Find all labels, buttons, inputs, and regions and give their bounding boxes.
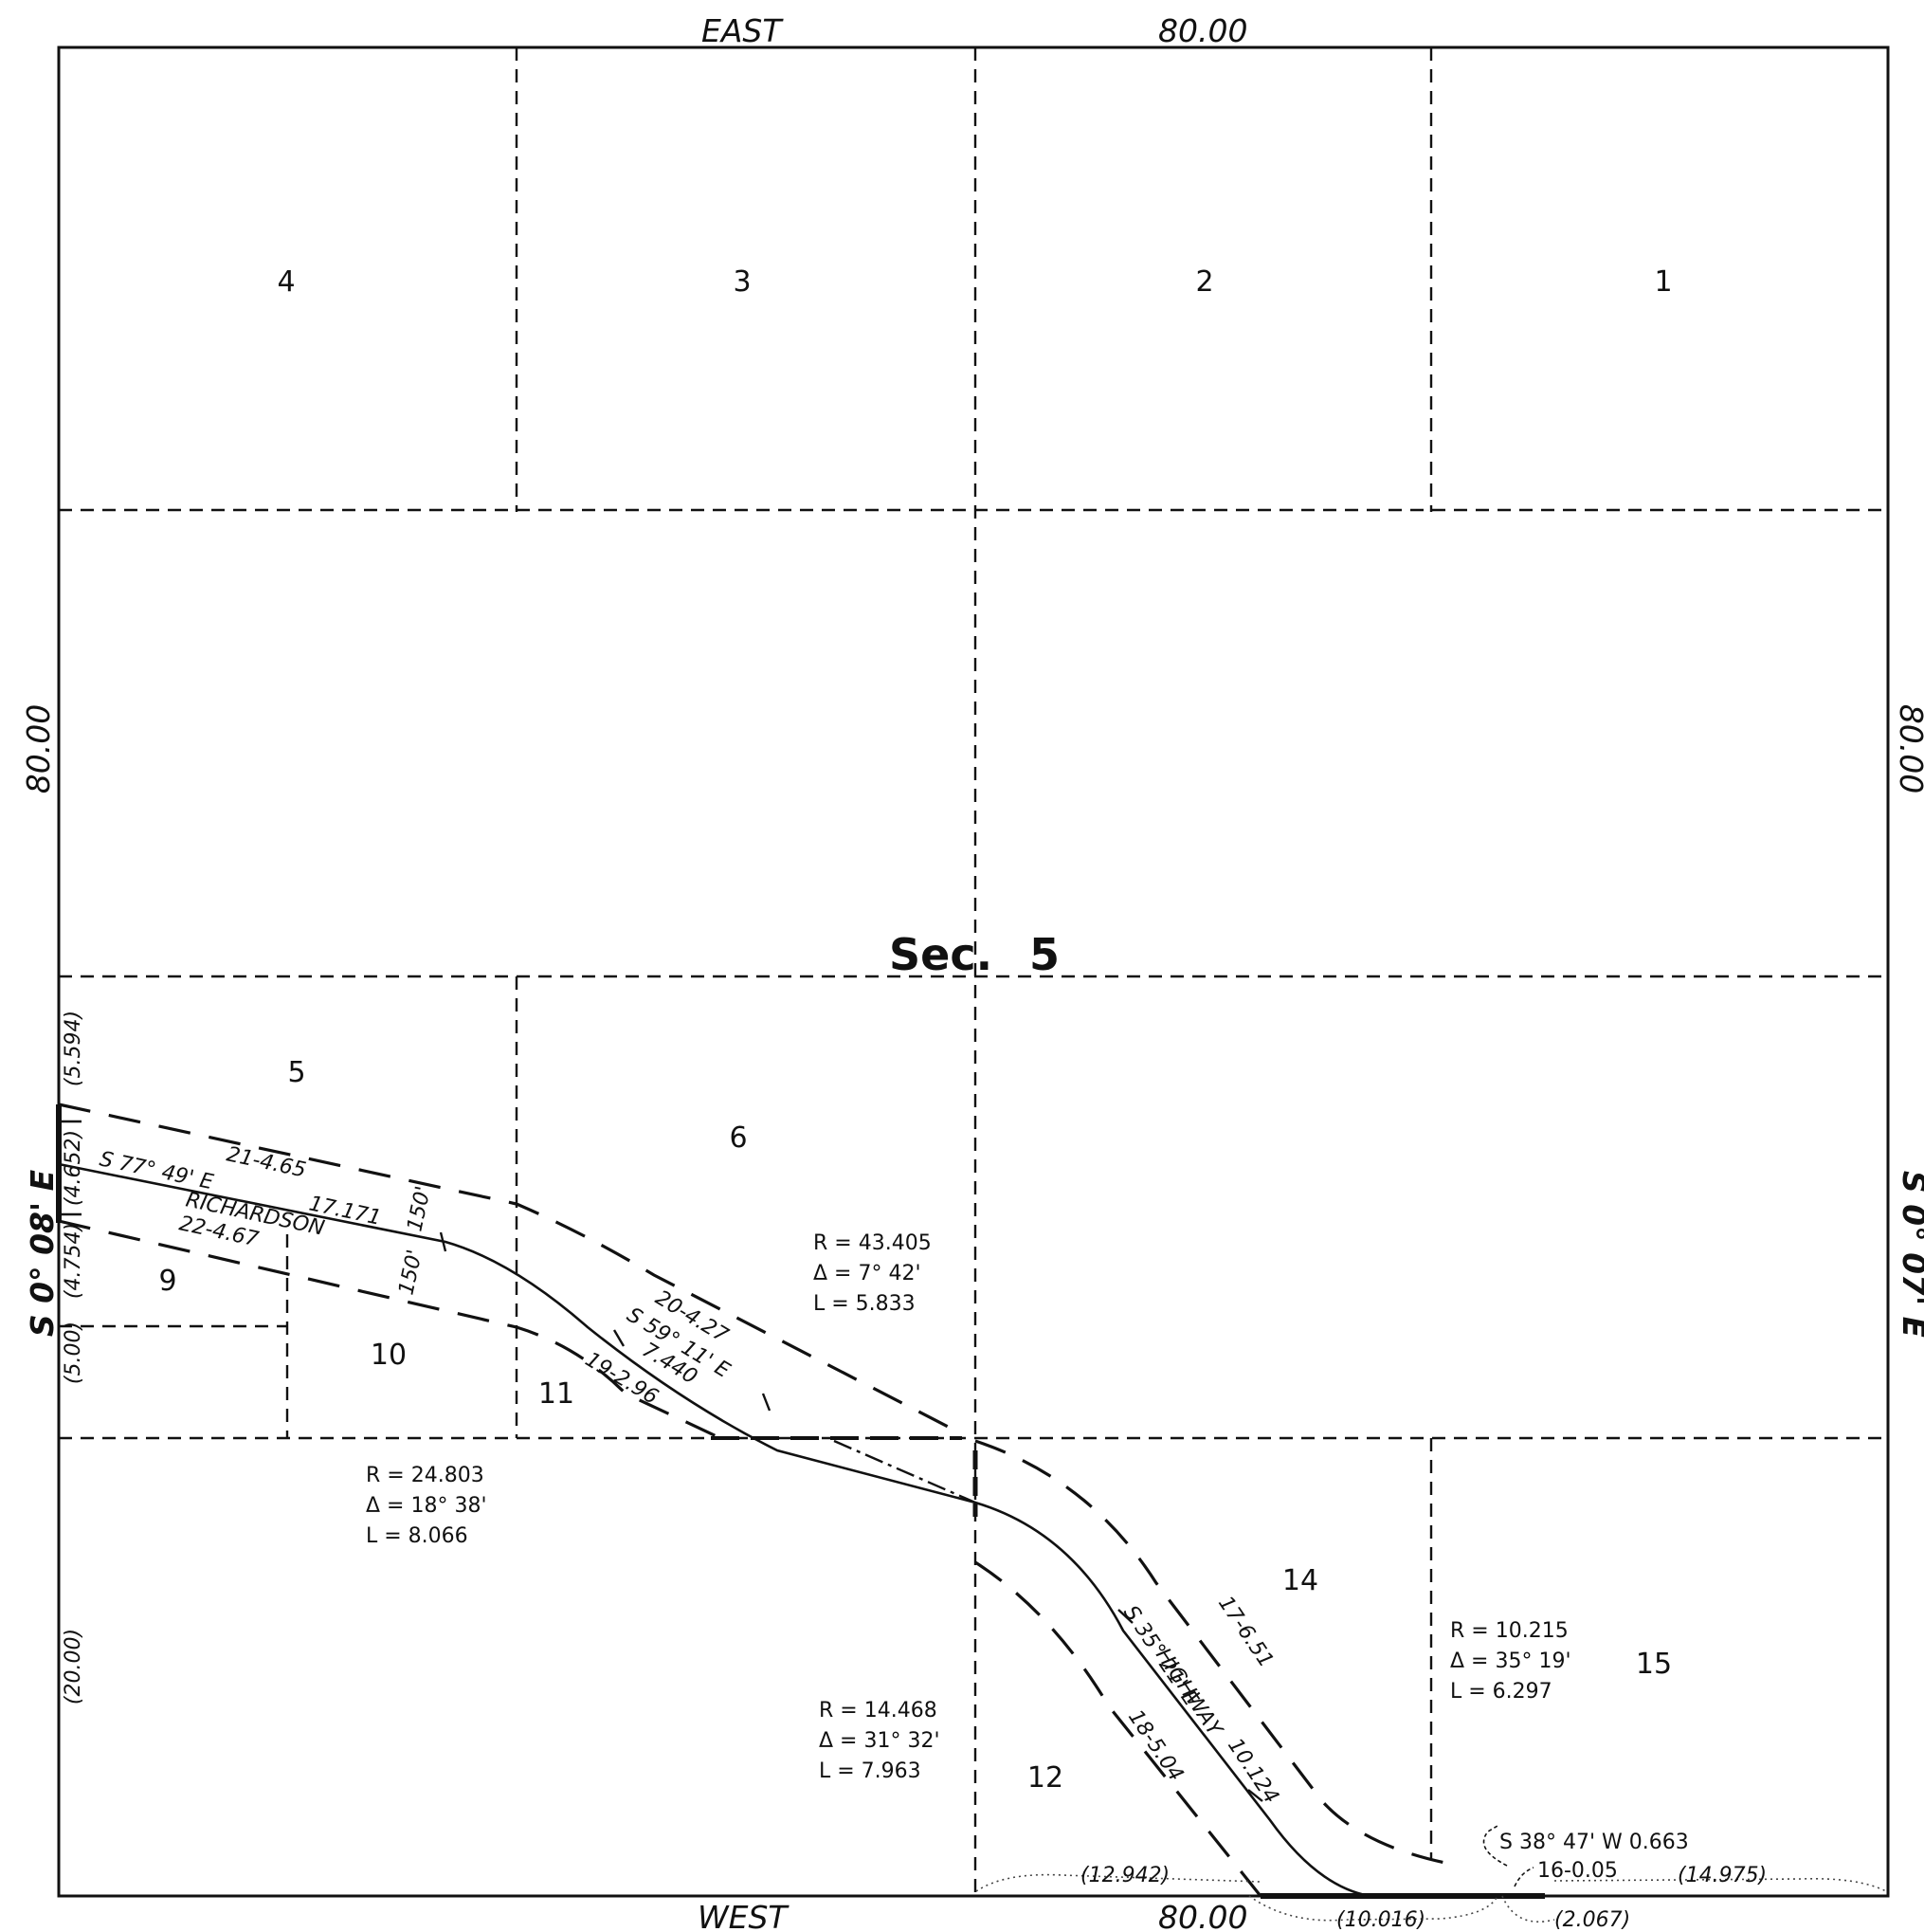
west-distance: 80.00 — [20, 704, 57, 793]
west-dim: (5.00) — [62, 1321, 85, 1384]
road-centerline — [58, 1162, 1370, 1898]
svg-text:R = 10.215: R = 10.215 — [1450, 1619, 1569, 1643]
west-bearing: S 0° 08' E — [24, 1169, 61, 1337]
south-line-line: 16-0.05 — [1537, 1859, 1618, 1883]
lot-number: 4 — [277, 265, 295, 299]
lot-number: 6 — [729, 1121, 747, 1155]
lot-number: 9 — [158, 1265, 176, 1298]
west-dim: (20.00) — [62, 1629, 85, 1704]
svg-text:L = 6.297: L = 6.297 — [1450, 1680, 1552, 1704]
lot-number: 1 — [1654, 265, 1672, 299]
svg-text:R = 24.803: R = 24.803 — [366, 1464, 484, 1487]
lot-number: 14 — [1282, 1564, 1318, 1597]
richardson-width-south: 150' — [394, 1248, 427, 1297]
road-right-of-way — [58, 1103, 1461, 1897]
svg-text:L = 5.833: L = 5.833 — [813, 1292, 916, 1316]
leader-line — [1482, 1825, 1508, 1867]
lot-number: 3 — [733, 265, 751, 299]
west-dim: (5.594) — [62, 1011, 85, 1086]
svg-text:Δ = 7° 42': Δ = 7° 42' — [813, 1262, 921, 1285]
section-number: 5 — [1029, 929, 1060, 980]
svg-text:Δ = 31° 32': Δ = 31° 32' — [819, 1729, 940, 1753]
section-boundary — [57, 46, 1890, 1898]
south-dim: (10.016) — [1336, 1908, 1425, 1932]
south-dim: (12.942) — [1080, 1864, 1170, 1887]
road-centerline-extension — [833, 1439, 976, 1504]
leader-line-2 — [1514, 1867, 1534, 1887]
richardson-width-north: 150' — [403, 1184, 435, 1233]
richardson-bearing: S 77° 49' E — [98, 1147, 216, 1194]
north-distance: 80.00 — [1158, 12, 1247, 49]
west-dim: (4.754) — [62, 1223, 85, 1299]
west-dim: (4.652) — [62, 1130, 85, 1206]
lot-number: 11 — [538, 1377, 574, 1411]
south-label: WEST — [698, 1899, 790, 1932]
south-line-bearing: S 38° 47' W 0.663 — [1499, 1831, 1689, 1854]
lot-number: 5 — [287, 1056, 305, 1089]
dotted-lines — [975, 1825, 1887, 1923]
svg-text:R = 43.405: R = 43.405 — [813, 1231, 932, 1255]
lot-number: 2 — [1195, 265, 1213, 299]
svg-text:Δ = 18° 38': Δ = 18° 38' — [366, 1494, 487, 1518]
highway-north-line: 17-6.51 — [1213, 1592, 1278, 1671]
svg-text:L = 8.066: L = 8.066 — [366, 1524, 468, 1548]
svg-text:Δ = 35° 19': Δ = 35° 19' — [1450, 1649, 1571, 1673]
curve-data: R = 43.405 Δ = 7° 42' L = 5.833 R = 24.8… — [366, 1231, 1571, 1783]
east-distance: 80.00 — [1893, 704, 1924, 793]
centerline-ticks — [439, 1231, 1263, 1802]
lot-number: 12 — [1027, 1761, 1063, 1795]
south-dim: (2.067) — [1554, 1908, 1630, 1932]
section-label: Sec. — [889, 929, 992, 980]
svg-text:L = 7.963: L = 7.963 — [819, 1759, 921, 1783]
lot-number: 10 — [371, 1339, 407, 1372]
lot-number: 15 — [1636, 1648, 1672, 1681]
north-label: EAST — [701, 12, 784, 49]
south-distance: 80.00 — [1158, 1899, 1247, 1932]
highway-south-line: 18-5.04 — [1123, 1705, 1188, 1785]
east-bearing: S 0° 07' E — [1896, 1171, 1924, 1339]
south-dim: (14.975) — [1678, 1864, 1767, 1887]
svg-text:R = 14.468: R = 14.468 — [819, 1699, 937, 1722]
subdivision-lines — [59, 47, 1888, 1896]
